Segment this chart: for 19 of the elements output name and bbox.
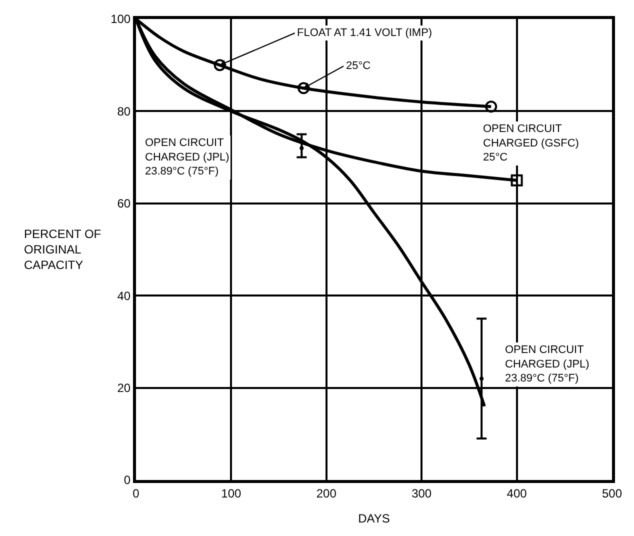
- y-axis-title: PERCENT OF ORIGINAL CAPACITY: [24, 227, 102, 272]
- x-tick-label: 400: [506, 486, 528, 500]
- annotation: OPEN CIRCUIT CHARGED (JPL) 23.89°C (75°F): [505, 344, 590, 385]
- x-axis-title: DAYS: [358, 511, 390, 526]
- x-tick-label: 300: [412, 486, 432, 500]
- y-tick-label: 20: [117, 381, 131, 395]
- y-tick-label: 80: [117, 104, 131, 118]
- y-tick-label: 60: [117, 196, 131, 211]
- x-tick-label: 0: [132, 486, 140, 500]
- y-tick-label: 40: [117, 288, 131, 303]
- y-tick-label: 100: [110, 12, 131, 26]
- annotation: OPEN CIRCUIT CHARGED (JPL) 23.89°C (75°F): [145, 137, 230, 178]
- annotation: FLOAT AT 1.41 VOLT (IMP): [297, 27, 432, 39]
- annotation: 25°C: [346, 60, 371, 72]
- annotation: OPEN CIRCUIT CHARGED (GSFC) 25°C: [483, 123, 579, 164]
- x-tick-label: 200: [316, 486, 337, 500]
- x-tick-label: 100: [221, 486, 242, 500]
- x-tick-label: 500: [602, 486, 622, 500]
- y-tick-label: 0: [124, 473, 131, 488]
